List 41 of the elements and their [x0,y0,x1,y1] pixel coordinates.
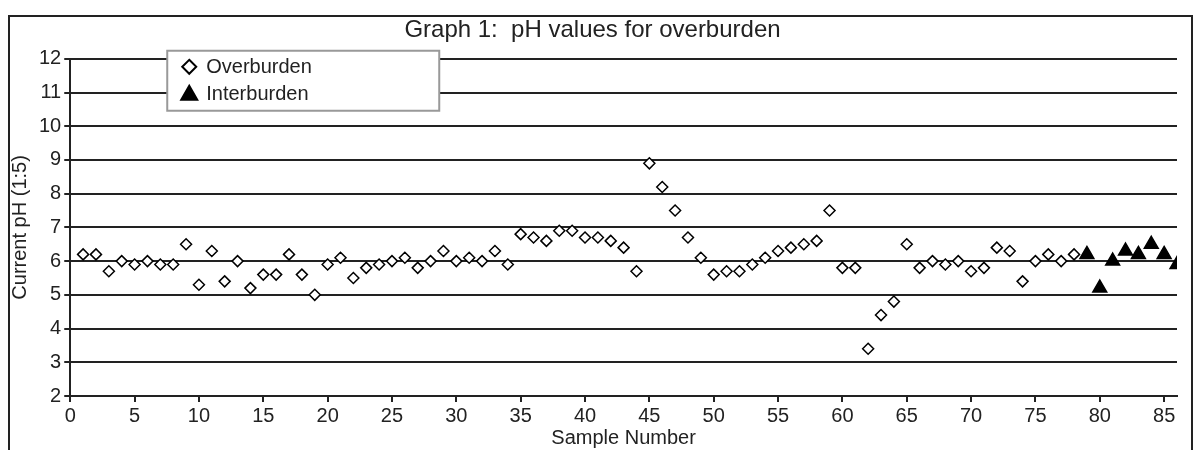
y-tick-label: 7 [50,214,62,237]
y-axis-title: Current pH (1:5) [7,155,30,300]
x-tick-label: 30 [445,403,468,426]
x-tick-label: 15 [252,403,275,426]
x-tick-label: 60 [831,403,854,426]
y-tick-label: 11 [40,80,62,103]
x-tick-label: 80 [1088,403,1111,426]
x-tick-label: 20 [316,403,339,426]
point [1092,279,1108,293]
y-tick-label: 2 [50,383,62,406]
point [1104,252,1121,266]
x-tick-label: 0 [64,403,76,426]
x-tick-label: 40 [573,403,597,426]
x-tick-label: 45 [638,403,661,426]
x-tick-label: 35 [509,403,532,426]
x-tick-label: 50 [702,403,725,426]
y-tick-label: 9 [50,147,62,170]
point [1130,245,1147,260]
point [1079,245,1095,260]
x-axis-title: Sample Number [551,425,697,448]
x-tick-label: 75 [1024,403,1047,426]
x-tick-label: 65 [895,403,918,426]
x-tick-label: 55 [766,403,790,426]
y-tick-label: 4 [50,316,62,339]
y-tick-label: 6 [50,248,62,271]
point [1117,242,1134,256]
x-tick-label: 5 [129,403,141,426]
legend-label: Interburden [206,82,309,105]
point [1156,245,1172,260]
point [1143,235,1159,250]
y-tick-label: 5 [50,282,62,305]
x-tick-label: 10 [187,403,211,426]
y-tick-label: 3 [50,349,62,372]
y-tick-label: 10 [39,113,62,136]
chart-title: Graph 1: pH values for overburden [404,15,781,43]
x-tick-label: 70 [959,403,983,426]
x-tick-label: 25 [380,403,404,426]
y-tick-label: 8 [50,181,62,204]
x-tick-label: 85 [1153,403,1176,426]
y-tick-label: 12 [39,46,62,69]
legend-label: Overburden [206,55,312,78]
